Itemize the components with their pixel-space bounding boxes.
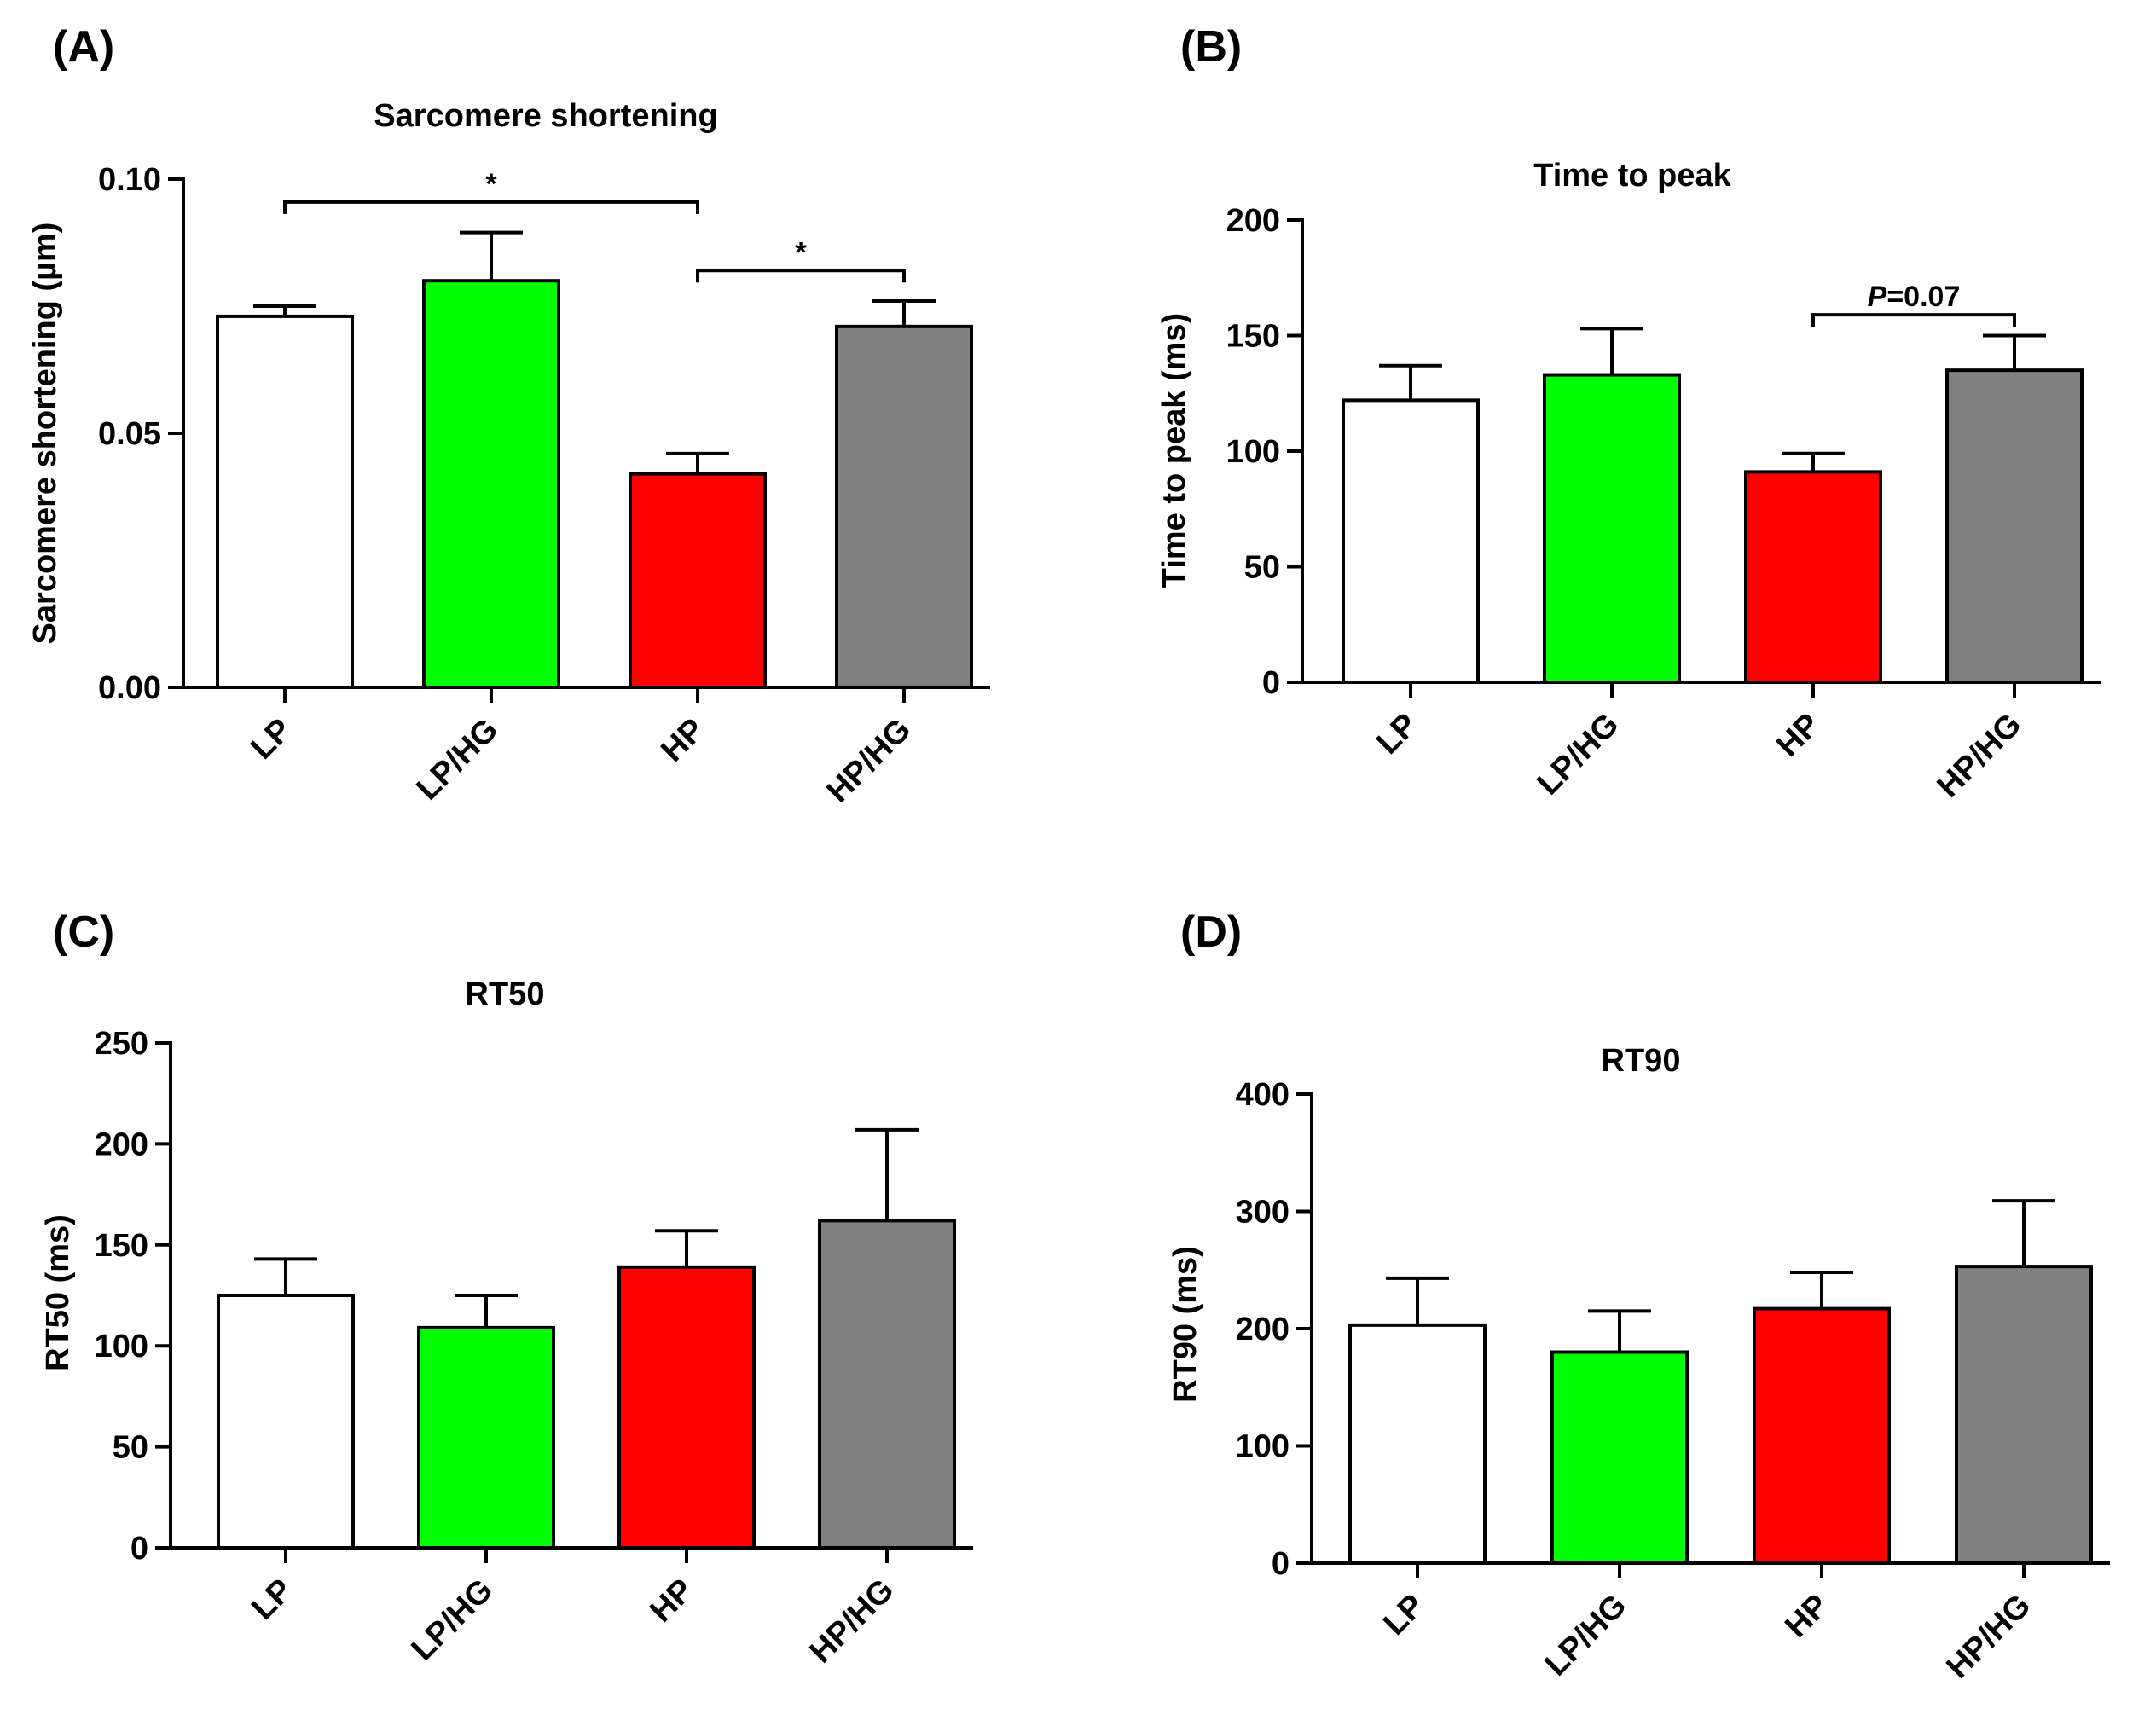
y-tick-label: 0 (130, 1531, 148, 1567)
y-axis-title: Sarcomere shortening (µm) (27, 223, 63, 645)
y-tick-label: 100 (1236, 1429, 1290, 1465)
x-tick-label: HP/HG (803, 1573, 901, 1671)
x-tick-label: LP/HG (1539, 1588, 1634, 1683)
bar-lp (216, 314, 354, 689)
chart-panel-b: (B) Time to peak Time to peak (ms) 0 50 100 15… (1078, 0, 2156, 864)
y-tick-label: 200 (1226, 203, 1280, 239)
bar-lp (1348, 1323, 1487, 1565)
y-axis-title: RT50 (ms) (40, 1214, 76, 1371)
y-tick-label: 100 (1226, 434, 1280, 470)
bar-lp-hg (422, 279, 560, 689)
chart-panel-c: (C) RT50 RT50 (ms) 0 50 100 150 200 250 LP LP/HG HP… (0, 864, 1078, 1728)
x-tick-label: LP (245, 1573, 299, 1627)
bar-lp-hg (1543, 373, 1681, 684)
y-tick-label: 100 (95, 1329, 148, 1364)
y-tick-label: 150 (1226, 319, 1280, 355)
x-tick-label: HP (1770, 707, 1827, 764)
bar-hp-hg (1955, 1265, 2093, 1565)
significance-label: * (795, 236, 807, 269)
y-tick-label: 50 (113, 1430, 148, 1466)
y-tick-label: 150 (95, 1228, 148, 1264)
panel-label: (D) (1180, 907, 1242, 957)
significance-bracket (1811, 313, 2016, 327)
x-tick-label: LP (1370, 707, 1424, 762)
chart-b-svg: (B) Time to peak Time to peak (ms) 0 50 100 15… (1156, 22, 2101, 805)
bar-hp (629, 472, 767, 689)
x-tick-label: HP (654, 712, 711, 769)
chart-panel-a: (A) Sarcomere shortening Sarcomere shorten… (0, 0, 1078, 864)
chart-a-svg: (A) Sarcomere shortening Sarcomere shorten… (27, 22, 990, 810)
y-tick-label: 0 (1272, 1546, 1290, 1582)
significance-bracket (696, 269, 906, 283)
y-axis-title: Time to peak (ms) (1156, 313, 1192, 588)
y-axis-title: RT90 (ms) (1168, 1246, 1203, 1403)
bar-hp (1753, 1306, 1891, 1565)
y-tick-label: 400 (1236, 1077, 1290, 1113)
bar-hp-hg (835, 324, 973, 689)
bar-lp-hg (1550, 1350, 1689, 1565)
x-tick-label: LP/HG (405, 1573, 501, 1668)
chart-panel-d: (D) RT90 RT90 (ms) 0 100 200 300 400 LP LP/HG HP HP… (1078, 864, 2156, 1728)
x-tick-label: LP/HG (1531, 707, 1626, 802)
x-tick-label: LP (1376, 1588, 1431, 1642)
chart-d-svg: (D) RT90 RT90 (ms) 0 100 200 300 400 LP LP/HG HP HP… (1168, 907, 2110, 1686)
x-tick-label: HP (643, 1573, 700, 1630)
panel-label: (A) (53, 22, 114, 72)
y-tick-label: 0.00 (98, 670, 161, 706)
x-tick-label: HP/HG (820, 712, 919, 810)
y-tick-label: 0.05 (98, 416, 161, 452)
x-tick-label: HP/HG (1931, 707, 2029, 805)
x-tick-label: LP/HG (410, 712, 506, 808)
y-tick-label: 200 (1236, 1312, 1290, 1347)
bar-hp-hg (1945, 368, 2084, 684)
panel-label: (B) (1180, 22, 1242, 72)
x-tick-label: HP (1778, 1588, 1835, 1645)
significance-label: * (485, 168, 497, 200)
chart-title: RT50 (466, 976, 545, 1012)
x-tick-label: LP (244, 712, 298, 767)
bar-lp (1342, 398, 1480, 684)
panel-label: (C) (53, 907, 114, 957)
chart-c-svg: (C) RT50 RT50 (ms) 0 50 100 150 200 250 LP LP/HG HP… (40, 907, 973, 1671)
bar-hp (617, 1265, 756, 1550)
y-tick-label: 250 (95, 1026, 148, 1062)
bar-lp-hg (417, 1325, 555, 1550)
y-tick-label: 0 (1262, 665, 1280, 701)
chart-title: Time to peak (1533, 158, 1731, 194)
y-tick-label: 200 (95, 1127, 148, 1162)
significance-label: P=0.07 (1868, 281, 1961, 313)
bar-hp-hg (818, 1219, 956, 1550)
y-tick-label: 0.10 (98, 162, 161, 198)
x-tick-label: HP/HG (1940, 1588, 2038, 1686)
significance-bracket (283, 200, 699, 214)
bar-lp (217, 1294, 355, 1550)
y-tick-label: 50 (1244, 550, 1280, 586)
chart-title: Sarcomere shortening (374, 98, 717, 134)
bar-hp (1744, 470, 1882, 685)
chart-title: RT90 (1602, 1043, 1681, 1079)
y-tick-label: 300 (1236, 1195, 1290, 1231)
